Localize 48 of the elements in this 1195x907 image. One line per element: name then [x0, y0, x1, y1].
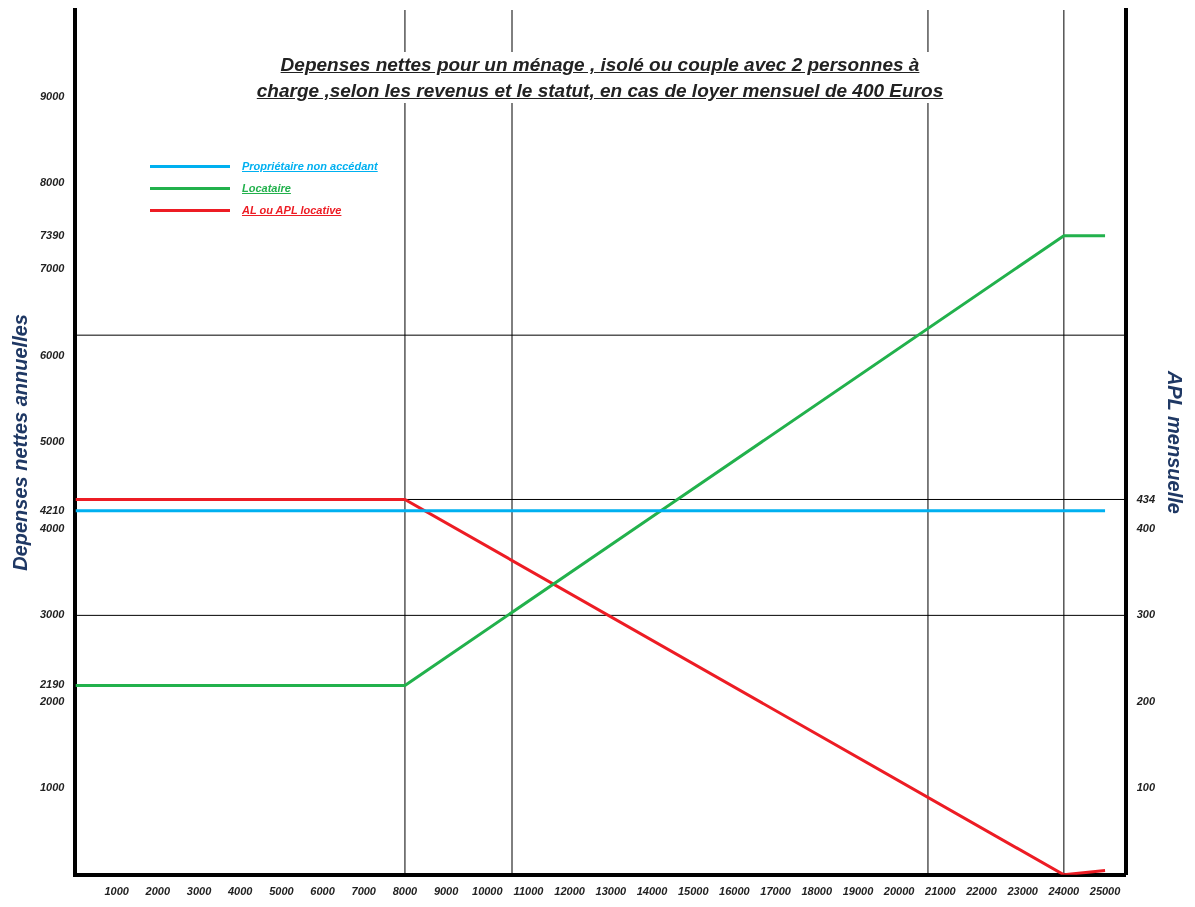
- x-tick-label: 15000: [677, 885, 710, 898]
- y-tick-label: 7000: [39, 262, 66, 275]
- y2-tick-label: 300: [1136, 608, 1156, 621]
- x-tick-label: 6000: [310, 885, 336, 898]
- y-tick-label: 2000: [38, 694, 66, 707]
- y-axis-title: Depenses nettes annuelles: [8, 314, 31, 571]
- x-tick-label: 3000: [186, 885, 213, 898]
- x-tick-label: 18000: [801, 885, 833, 898]
- x-tick-label: 13000: [595, 885, 628, 898]
- x-tick-label: 7000: [351, 885, 377, 898]
- y-tick-label: 1000: [39, 781, 66, 794]
- text: Locataire: [242, 182, 291, 194]
- x-tick-label: 12000: [554, 885, 586, 898]
- x-tick-label: 19000: [842, 885, 875, 898]
- x-tick-label: 8000: [392, 885, 419, 898]
- x-tick-label: 16000: [719, 885, 751, 898]
- y2-tick-label: 100: [1136, 781, 1156, 794]
- x-tick-label: 10000: [472, 885, 504, 898]
- y-tick-label: 8000: [39, 175, 66, 188]
- y2-tick-label: 434: [1135, 492, 1156, 505]
- y-tick-label: 9000: [39, 89, 66, 102]
- x-tick-label: 25000: [1088, 885, 1122, 898]
- y-tick-label: 6000: [39, 348, 66, 361]
- x-tick-label: 4000: [226, 885, 254, 898]
- y2-axis-title: APL mensuelle: [1164, 369, 1187, 514]
- x-tick-label: 11000: [513, 885, 545, 898]
- x-tick-label: 24000: [1047, 885, 1081, 898]
- x-tick-label: 1000: [104, 885, 130, 898]
- x-tick-label: 23000: [1006, 885, 1039, 898]
- y-tick-label: 4210: [38, 503, 66, 516]
- y2-tick-label: 400: [1135, 521, 1156, 534]
- y-tick-label: 4000: [38, 521, 66, 534]
- y-tick-label: 2190: [38, 678, 66, 691]
- x-tick-label: 14000: [636, 885, 669, 898]
- x-tick-label: 21000: [924, 885, 957, 898]
- x-tick-label: 22000: [965, 885, 998, 898]
- text: AL ou APL locative: [242, 204, 342, 216]
- text: Depenses nettes pour un ménage , isolé ou couple avec 2 personnes à charge ,selon les revenus et le statut, en cas de loyer mensuel de 400 Euros: [250, 52, 950, 104]
- y-tick-label: 7390: [39, 228, 66, 241]
- y-tick-label: 3000: [39, 608, 66, 621]
- x-tick-label: 17000: [760, 885, 792, 898]
- x-tick-label: 2000: [144, 885, 171, 898]
- x-tick-label: 5000: [269, 885, 295, 898]
- x-tick-label: 20000: [882, 885, 916, 898]
- x-tick-label: 9000: [433, 885, 460, 898]
- text: Propriétaire non accédant: [242, 160, 378, 172]
- y2-tick-label: 200: [1135, 694, 1156, 707]
- y-tick-label: 5000: [39, 435, 66, 448]
